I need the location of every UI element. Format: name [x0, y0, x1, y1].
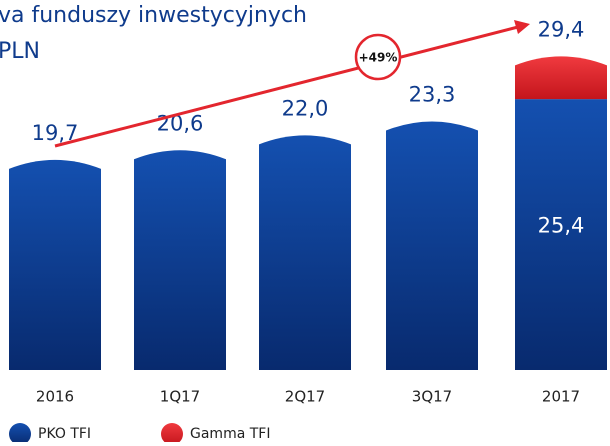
legend-swatch [9, 423, 31, 445]
annotation-badge [354, 33, 402, 81]
x-tick-label: 3Q17 [412, 388, 452, 406]
chart-subtitle: PLN [0, 39, 40, 64]
bar-segment [515, 99, 607, 371]
legend-label: PKO TFI [38, 426, 91, 442]
legend-swatch [161, 423, 183, 445]
bar-segment [134, 150, 226, 370]
bar-segment [515, 56, 607, 100]
arrow-head [514, 20, 530, 34]
annotation: +49% [359, 51, 398, 65]
x-tick-label: 2017 [542, 388, 580, 406]
x-tick-label: 1Q17 [160, 388, 200, 406]
chart-title: va funduszy inwestycyjnych [0, 3, 307, 28]
growth-arrow [54, 25, 519, 148]
bar-segment [259, 135, 351, 370]
bar-segment [9, 159, 101, 370]
legend-label: Gamma TFI [190, 426, 270, 442]
total-label: 29,4 [538, 17, 585, 41]
bar-segment [386, 121, 478, 370]
x-tick-label: 2Q17 [285, 388, 325, 406]
x-tick-label: 2016 [36, 388, 74, 406]
total-label: 23,3 [409, 82, 456, 106]
total-label: 22,0 [282, 96, 329, 120]
value-label: 25,4 [538, 214, 585, 238]
